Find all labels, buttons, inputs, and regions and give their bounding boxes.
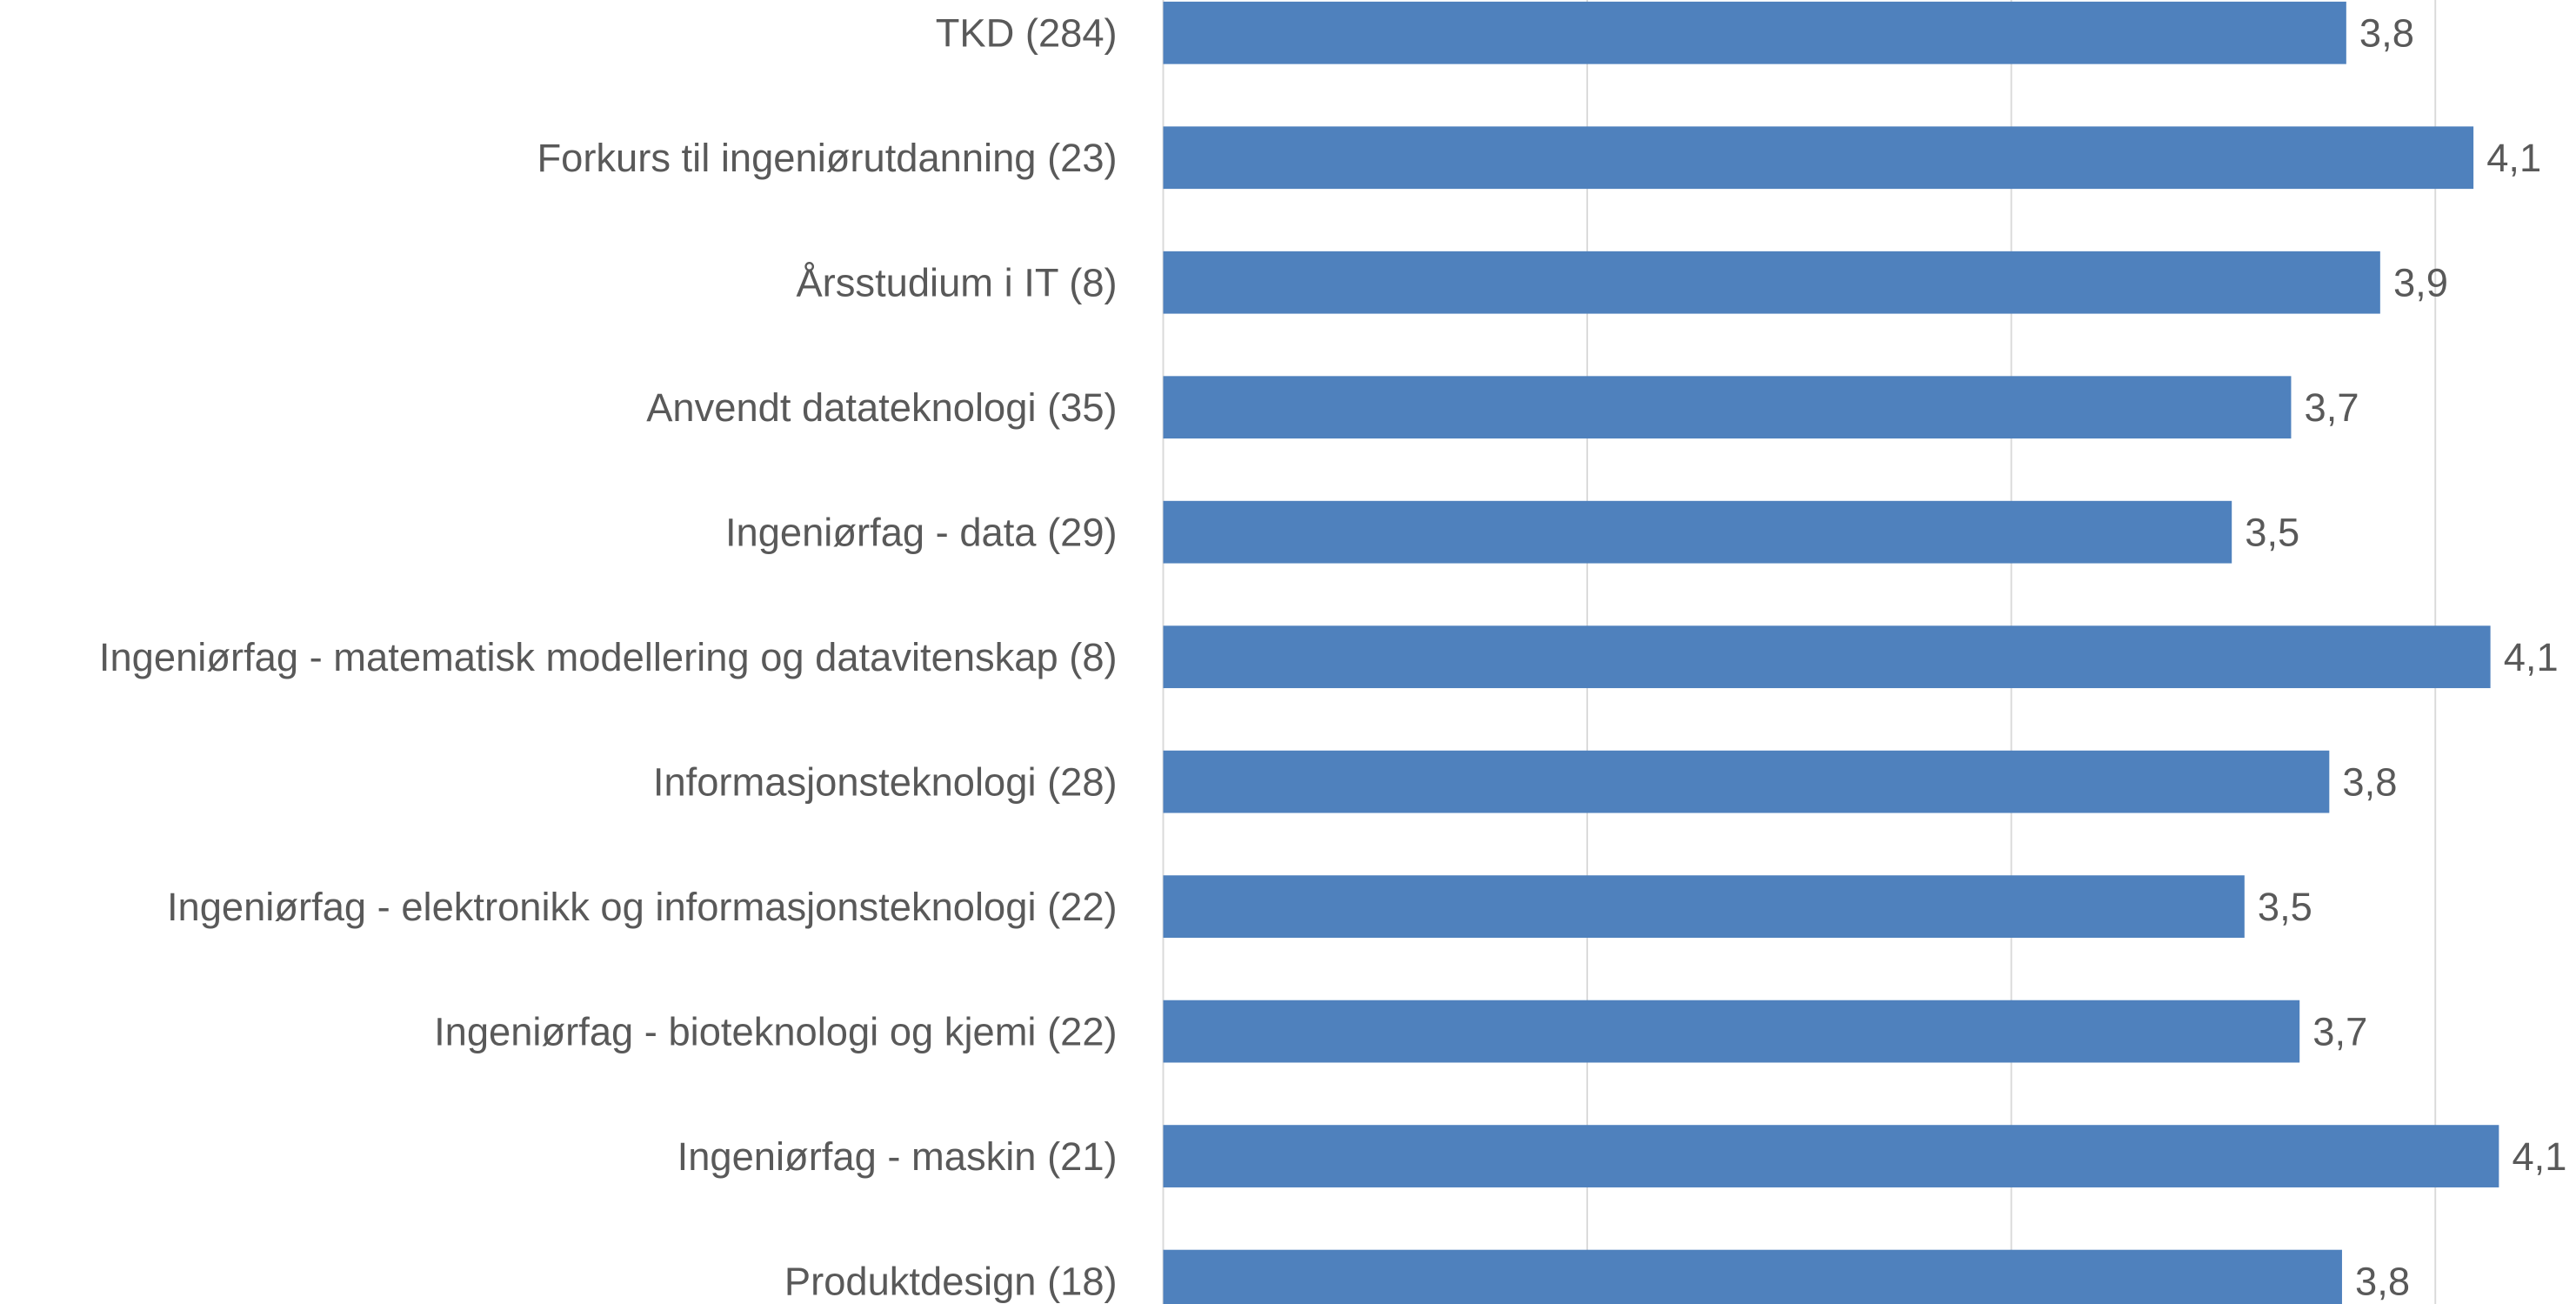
category-label: Anvendt datateknologi (35) bbox=[646, 385, 1117, 430]
value-label: 4,1 bbox=[2486, 136, 2541, 180]
bar bbox=[1163, 1249, 2342, 1304]
category-label: Ingeniørfag - data (29) bbox=[725, 510, 1118, 554]
bar bbox=[1163, 251, 2380, 314]
value-label: 3,8 bbox=[2342, 759, 2397, 804]
bar bbox=[1163, 625, 2491, 689]
value-label: 3,5 bbox=[2245, 510, 2299, 554]
category-label: Forkurs til ingeniørutdanning (23) bbox=[537, 136, 1117, 180]
value-label: 3,7 bbox=[2305, 385, 2359, 430]
category-label: Ingeniørfag - maskin (21) bbox=[677, 1134, 1118, 1179]
category-label: Ingeniørfag - matematisk modellering og … bbox=[99, 635, 1118, 679]
bar bbox=[1163, 1125, 2499, 1187]
value-label: 3,9 bbox=[2393, 260, 2448, 304]
bar bbox=[1163, 1, 2346, 64]
value-label: 3,8 bbox=[2359, 11, 2414, 56]
bar bbox=[1163, 750, 2330, 813]
bar bbox=[1163, 376, 2292, 439]
category-label: TKD (284) bbox=[936, 11, 1118, 56]
category-label: Produktdesign (18) bbox=[784, 1259, 1118, 1303]
value-label: 4,1 bbox=[2512, 1134, 2566, 1179]
value-label: 4,1 bbox=[2504, 635, 2559, 679]
bar bbox=[1163, 126, 2474, 190]
category-label: Årsstudium i IT (8) bbox=[796, 260, 1117, 304]
value-label: 3,7 bbox=[2312, 1009, 2367, 1053]
category-label: Informasjonsteknologi (28) bbox=[653, 759, 1118, 804]
bar bbox=[1163, 875, 2245, 938]
bar bbox=[1163, 1000, 2300, 1063]
value-label: 3,8 bbox=[2355, 1259, 2410, 1303]
category-label: Ingeniørfag - elektronikk og informasjon… bbox=[167, 885, 1118, 929]
category-label: Ingeniørfag - bioteknologi og kjemi (22) bbox=[434, 1009, 1118, 1053]
value-label: 3,5 bbox=[2258, 885, 2312, 929]
bar bbox=[1163, 500, 2232, 564]
